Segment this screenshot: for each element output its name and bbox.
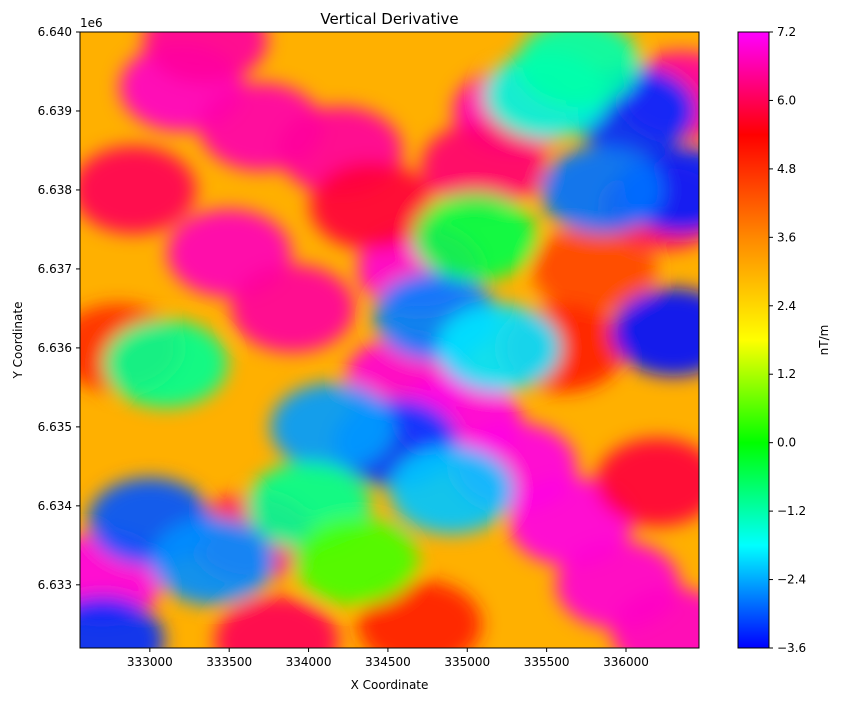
colorbar-ticks: −3.6 −2.4 −1.2 0.0 1.2 2.4 3.6 4.8 6.0 7.2	[769, 25, 806, 655]
heatmap-anomaly	[80, 145, 196, 234]
y-tick-label: 6.634	[38, 499, 72, 513]
y-tick-label: 6.637	[38, 262, 72, 276]
y-tick-label: 6.638	[38, 183, 72, 197]
colorbar-tick-label: 6.0	[777, 93, 796, 107]
y-tick-label: 6.640	[38, 25, 72, 39]
heatmap-anomaly	[421, 122, 546, 211]
x-tick-label: 334000	[286, 655, 332, 669]
colorbar-tick-label: 1.2	[777, 367, 796, 381]
colorbar-frame	[737, 31, 770, 649]
heatmap-anomaly	[294, 517, 419, 606]
heatmap-anomaly	[611, 288, 699, 377]
x-tick-label: 335000	[444, 655, 490, 669]
colorbar-gradient	[738, 32, 769, 648]
y-tick-label: 6.639	[38, 104, 72, 118]
heatmap-anomaly	[437, 303, 561, 392]
heatmap-anomaly	[540, 145, 665, 234]
heatmap-anomalies	[80, 32, 699, 648]
heatmap-anomaly	[595, 438, 699, 527]
colorbar-tick-label: 4.8	[777, 162, 796, 176]
colorbar-tick-label: 2.4	[777, 299, 796, 313]
colorbar-tick-label: 7.2	[777, 25, 796, 39]
heatmap-anomaly	[611, 588, 699, 648]
plot-frame	[79, 31, 700, 649]
colorbar-tick-label: 0.0	[777, 436, 796, 450]
heatmap-anomaly	[310, 161, 434, 250]
heatmap-anomaly	[270, 382, 395, 471]
x-tick-label: 333500	[206, 655, 252, 669]
y-tick-label: 6.635	[38, 420, 72, 434]
heatmap-anomaly	[389, 446, 514, 535]
x-tick-label: 333000	[127, 655, 173, 669]
y-tick-label: 6.633	[38, 578, 72, 592]
y-axis-ticks: 6.633 6.634 6.635 6.636 6.637 6.638 6.639 6.640	[38, 25, 80, 592]
heatmap-anomaly	[214, 596, 339, 648]
x-axis-ticks: 333000 333500 334000 334500 335000 335500 3360…	[127, 648, 649, 669]
heatmap-anomaly	[413, 193, 538, 282]
x-tick-label: 336000	[603, 655, 649, 669]
chart-title: Vertical Derivative	[320, 10, 458, 28]
heatmap-anomaly	[230, 264, 355, 353]
x-axis-label: X Coordinate	[351, 678, 429, 692]
heatmap-anomaly	[151, 517, 276, 606]
colorbar-tick-label: 3.6	[777, 230, 796, 244]
y-tick-label: 6.636	[38, 341, 72, 355]
heatmap-anomaly	[532, 224, 657, 313]
heatmap-anomaly	[80, 596, 165, 648]
y-offset-label: 1e6	[80, 16, 103, 30]
heatmap-field	[80, 32, 699, 648]
colorbar-label: nT/m	[817, 325, 831, 356]
heatmap-anomaly	[143, 32, 268, 84]
colorbar-tick-label: −1.2	[777, 504, 806, 518]
colorbar-tick-label: −2.4	[777, 573, 806, 587]
x-tick-label: 334500	[365, 655, 411, 669]
x-tick-label: 335500	[524, 655, 570, 669]
heatmap-anomaly	[516, 32, 641, 108]
colorbar-tick-label: −3.6	[777, 641, 806, 655]
colorbar: −3.6 −2.4 −1.2 0.0 1.2 2.4 3.6 4.8 6.0 7.2 nT/m	[737, 25, 831, 655]
heatmap-anomaly	[103, 319, 228, 408]
y-axis-label: Y Coordinate	[11, 302, 25, 380]
